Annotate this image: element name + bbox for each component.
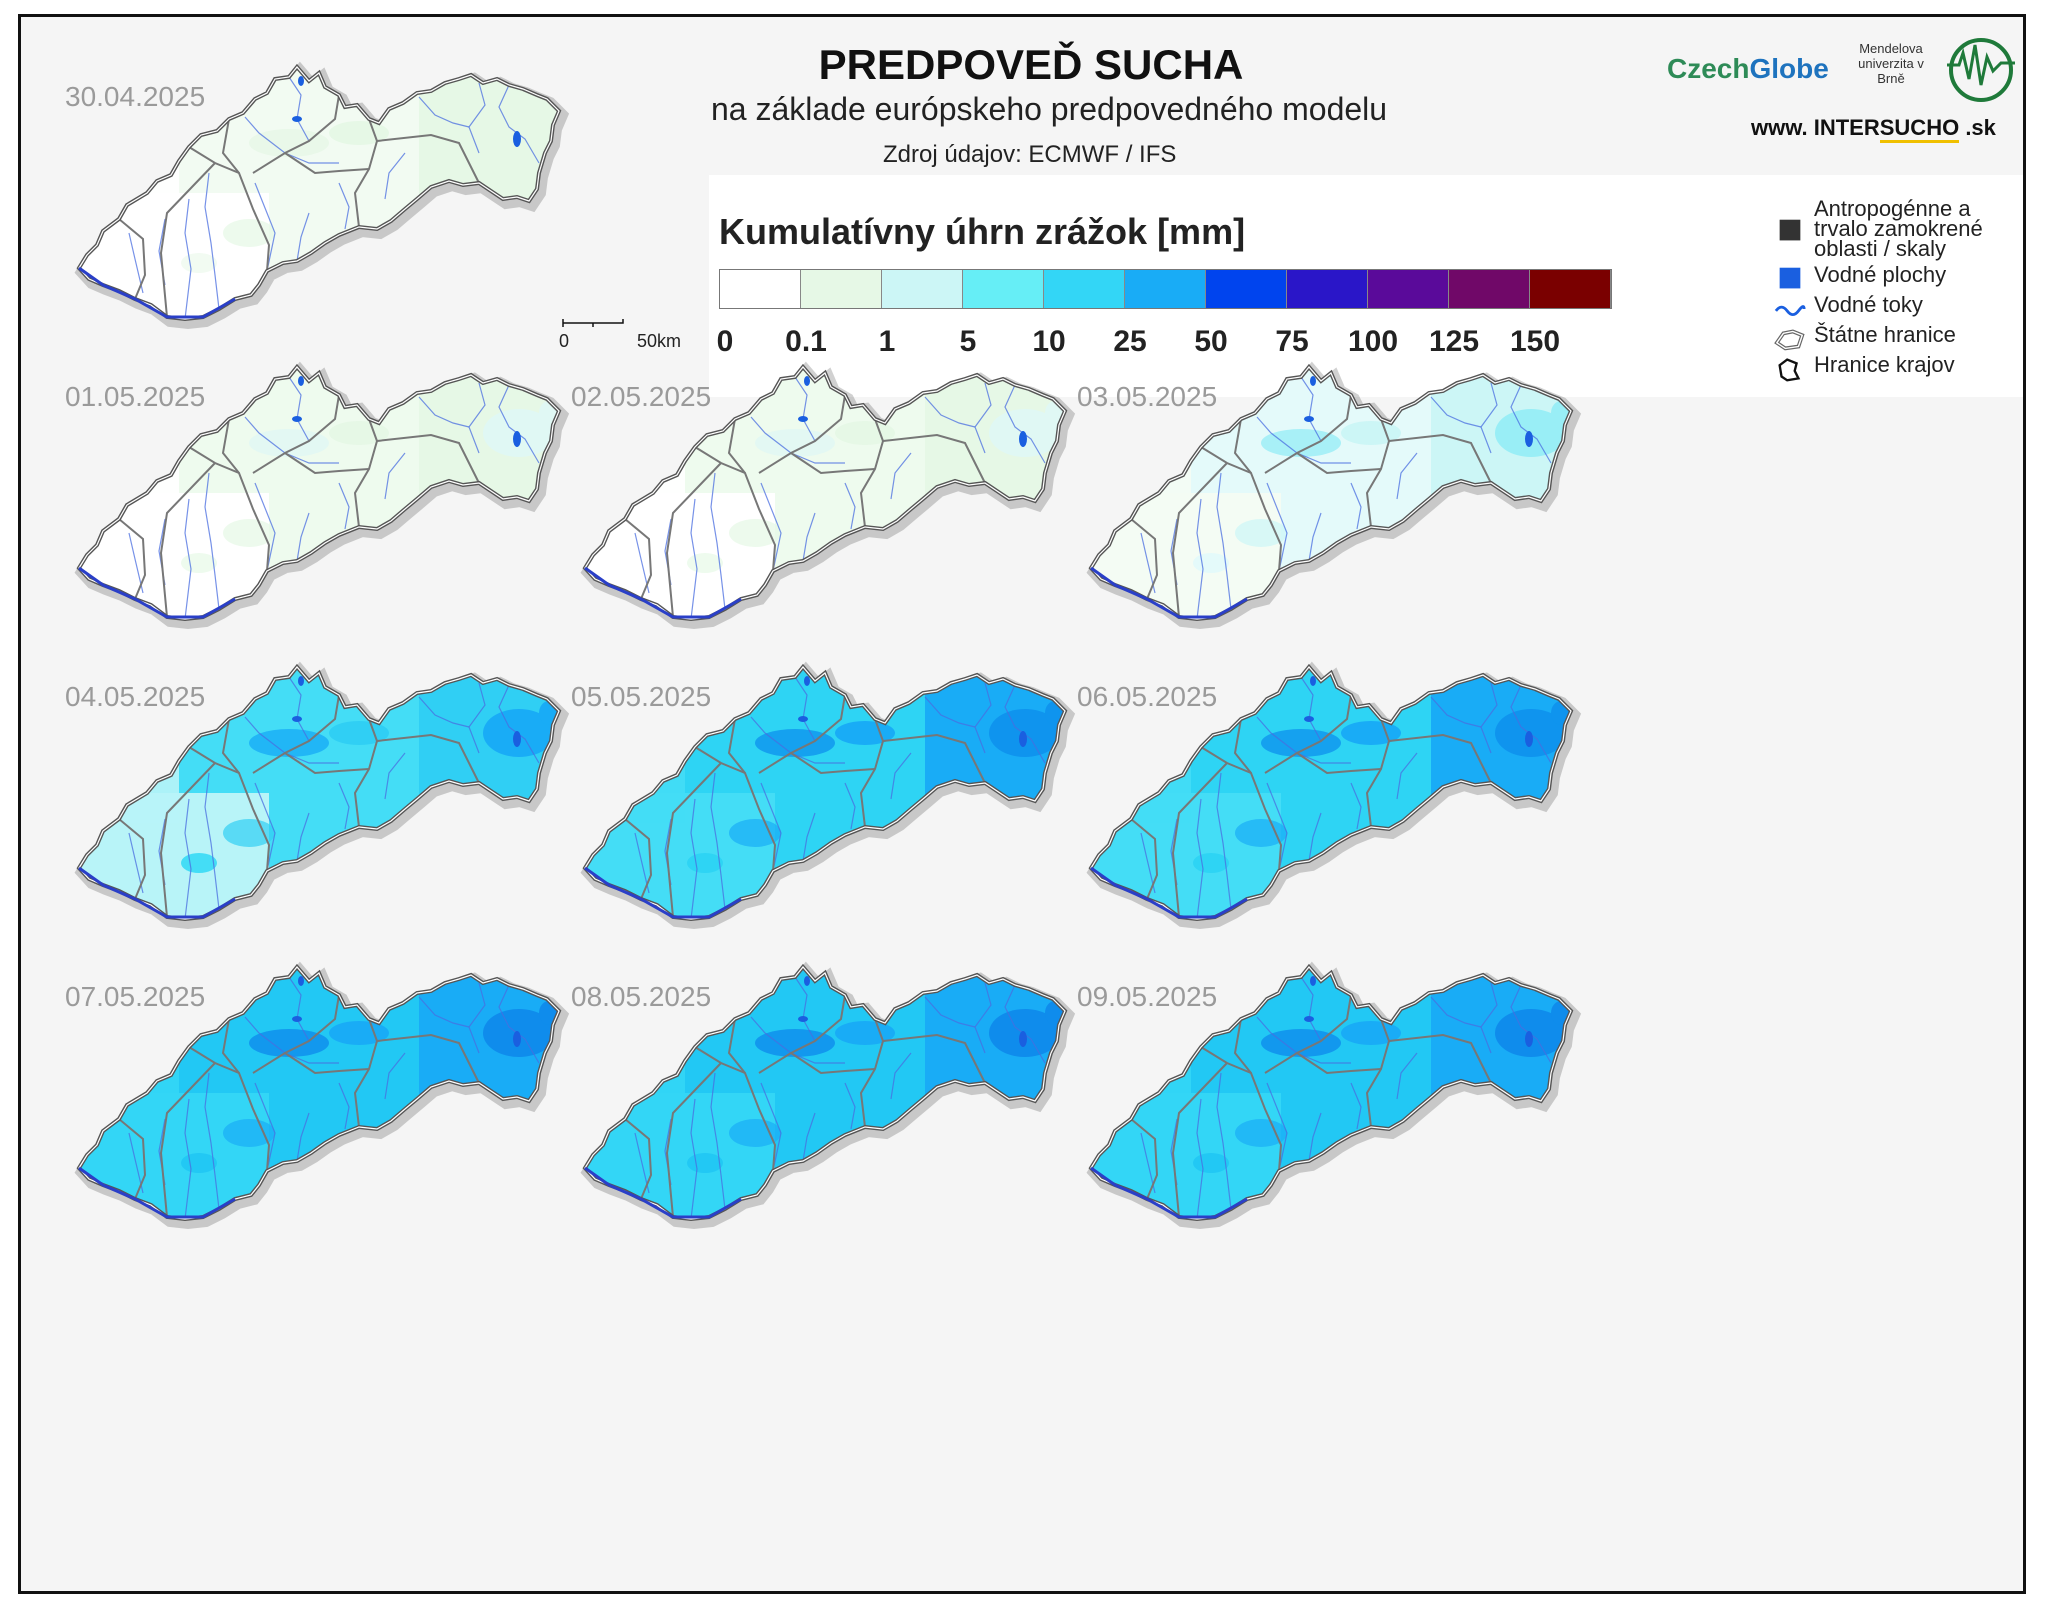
- dark-square-icon: [1779, 219, 1801, 241]
- map-date-label: 01.05.2025: [65, 381, 206, 412]
- region-border-icon: [1778, 358, 1801, 382]
- slovakia-map: [74, 361, 570, 630]
- scale-label-zero: 0: [559, 331, 570, 351]
- colorbar-swatch: [720, 270, 801, 308]
- legend-item-label: Antropogénne a trvalo zamokrené oblasti …: [1814, 196, 1983, 261]
- map-date-label: 08.05.2025: [571, 981, 712, 1012]
- legend-item-label: Vodné toky: [1814, 292, 1923, 317]
- legend-item: Vodné toky: [1774, 292, 1923, 323]
- intersucho-url[interactable]: www. INTERSUCHO .sk: [1751, 115, 1996, 143]
- colorbar-tick-label: 0.1: [785, 325, 827, 358]
- map-panel: 02.05.2025: [545, 323, 1205, 703]
- colorbar-tick-label: 150: [1509, 325, 1561, 358]
- colorbar-swatch: [1044, 270, 1125, 308]
- url-highlight: SUCHO: [1879, 115, 1960, 143]
- page-subtitle: na základe európskeho predpovedného mode…: [711, 91, 1388, 127]
- colorbar-swatch: [1530, 270, 1611, 308]
- map-panel: 01.05.2025: [39, 323, 699, 703]
- legend-item-label: Štátne hranice: [1814, 322, 1956, 347]
- page-title: PREDPOVEĎ SUCHA: [818, 41, 1244, 88]
- czechglobe-logo-a: Czech: [1667, 53, 1750, 84]
- map-date-label: 03.05.2025: [1077, 381, 1218, 412]
- map-panel: 06.05.2025: [1051, 623, 1711, 1003]
- mendel-logo: Mendelova univerzita v Brně: [1858, 41, 1924, 86]
- colorbar-swatch: [882, 270, 963, 308]
- colorbar-swatch: [963, 270, 1044, 308]
- colorbar-tick-label: 50: [1194, 325, 1228, 358]
- map-panel: 30.04.2025: [39, 23, 699, 403]
- map-frame: PREDPOVEĎ SUCHA na základe európskeho pr…: [18, 14, 2026, 1594]
- scale-label-50km: 50km: [637, 331, 682, 351]
- colorbar-swatch: [1206, 270, 1287, 308]
- colorbar-tick-label: 0: [716, 325, 734, 358]
- state-border-icon: [1774, 329, 1805, 351]
- url-prefix: www. INTER: [1751, 115, 1880, 140]
- map-panel: 05.05.2025: [545, 623, 1205, 1003]
- colorbar-swatch: [1449, 270, 1530, 308]
- colorbar: [719, 269, 1612, 309]
- scale-bar: 0 50km: [559, 315, 681, 355]
- slovakia-map: [580, 661, 1076, 930]
- map-date-label: 04.05.2025: [65, 681, 206, 712]
- data-source: Zdroj údajov: ECMWF / IFS: [883, 141, 1177, 168]
- colorbar-tick-label: 125: [1428, 325, 1480, 358]
- map-panel: 07.05.2025: [39, 923, 699, 1303]
- colorbar-swatch: [1368, 270, 1449, 308]
- map-date-label: 02.05.2025: [571, 381, 712, 412]
- map-panel: 04.05.2025: [39, 623, 699, 1003]
- legend-item-label: Hranice krajov: [1814, 352, 1955, 377]
- slovakia-map: [74, 61, 570, 330]
- slovakia-map: [74, 961, 570, 1230]
- colorbar-tick-label: 1: [878, 325, 896, 358]
- map-date-label: 05.05.2025: [571, 681, 712, 712]
- colorbar-swatch: [801, 270, 882, 308]
- slovakia-map: [1086, 361, 1582, 630]
- scale-bar-line: [562, 319, 624, 327]
- uvz-logo-icon: [1947, 38, 2015, 102]
- map-date-label: 09.05.2025: [1077, 981, 1218, 1012]
- colorbar-tick-label: 100: [1347, 325, 1399, 358]
- colorbar-tick-label: 10: [1032, 325, 1066, 358]
- colorbar-swatch: [1287, 270, 1368, 308]
- map-panel: 09.05.2025: [1051, 923, 1711, 1303]
- colorbar-tick-label: 5: [959, 325, 977, 358]
- legend-item-label: Vodné plochy: [1814, 262, 1947, 287]
- czechglobe-logo: CzechGlobe: [1667, 53, 1829, 85]
- legend-item: Antropogénne a trvalo zamokrené oblasti …: [1774, 196, 2023, 261]
- slovakia-map: [1086, 661, 1582, 930]
- map-date-label: 06.05.2025: [1077, 681, 1218, 712]
- map-panel: 08.05.2025: [545, 923, 1205, 1303]
- colorbar-tick-label: 25: [1113, 325, 1147, 358]
- blue-square-icon: [1779, 267, 1801, 289]
- map-date-label: 30.04.2025: [65, 81, 206, 112]
- slovakia-map: [74, 661, 570, 930]
- map-panel: 03.05.2025: [1051, 323, 1711, 703]
- logos: CzechGlobe Mendelova univerzita v Brně w…: [1641, 27, 2023, 143]
- map-date-label: 07.05.2025: [65, 981, 206, 1012]
- colorbar-tick-label: 75: [1275, 325, 1309, 358]
- czechglobe-logo-b: Globe: [1749, 53, 1829, 84]
- legend: Kumulatívny úhrn zrážok [mm] 0 0.1 1 5 10 25 5…: [709, 175, 2023, 397]
- url-suffix: .sk: [1959, 115, 1996, 140]
- colorbar-swatch: [1125, 270, 1206, 308]
- slovakia-map: [580, 961, 1076, 1230]
- legend-item: Hranice krajov: [1774, 352, 1955, 383]
- legend-item: Štátne hranice: [1774, 322, 1956, 353]
- slovakia-map: [580, 361, 1076, 630]
- legend-title: Kumulatívny úhrn zrážok [mm]: [719, 211, 1246, 252]
- legend-item: Vodné plochy: [1774, 262, 1947, 293]
- river-line-icon: [1774, 305, 1806, 317]
- slovakia-map: [1086, 961, 1582, 1230]
